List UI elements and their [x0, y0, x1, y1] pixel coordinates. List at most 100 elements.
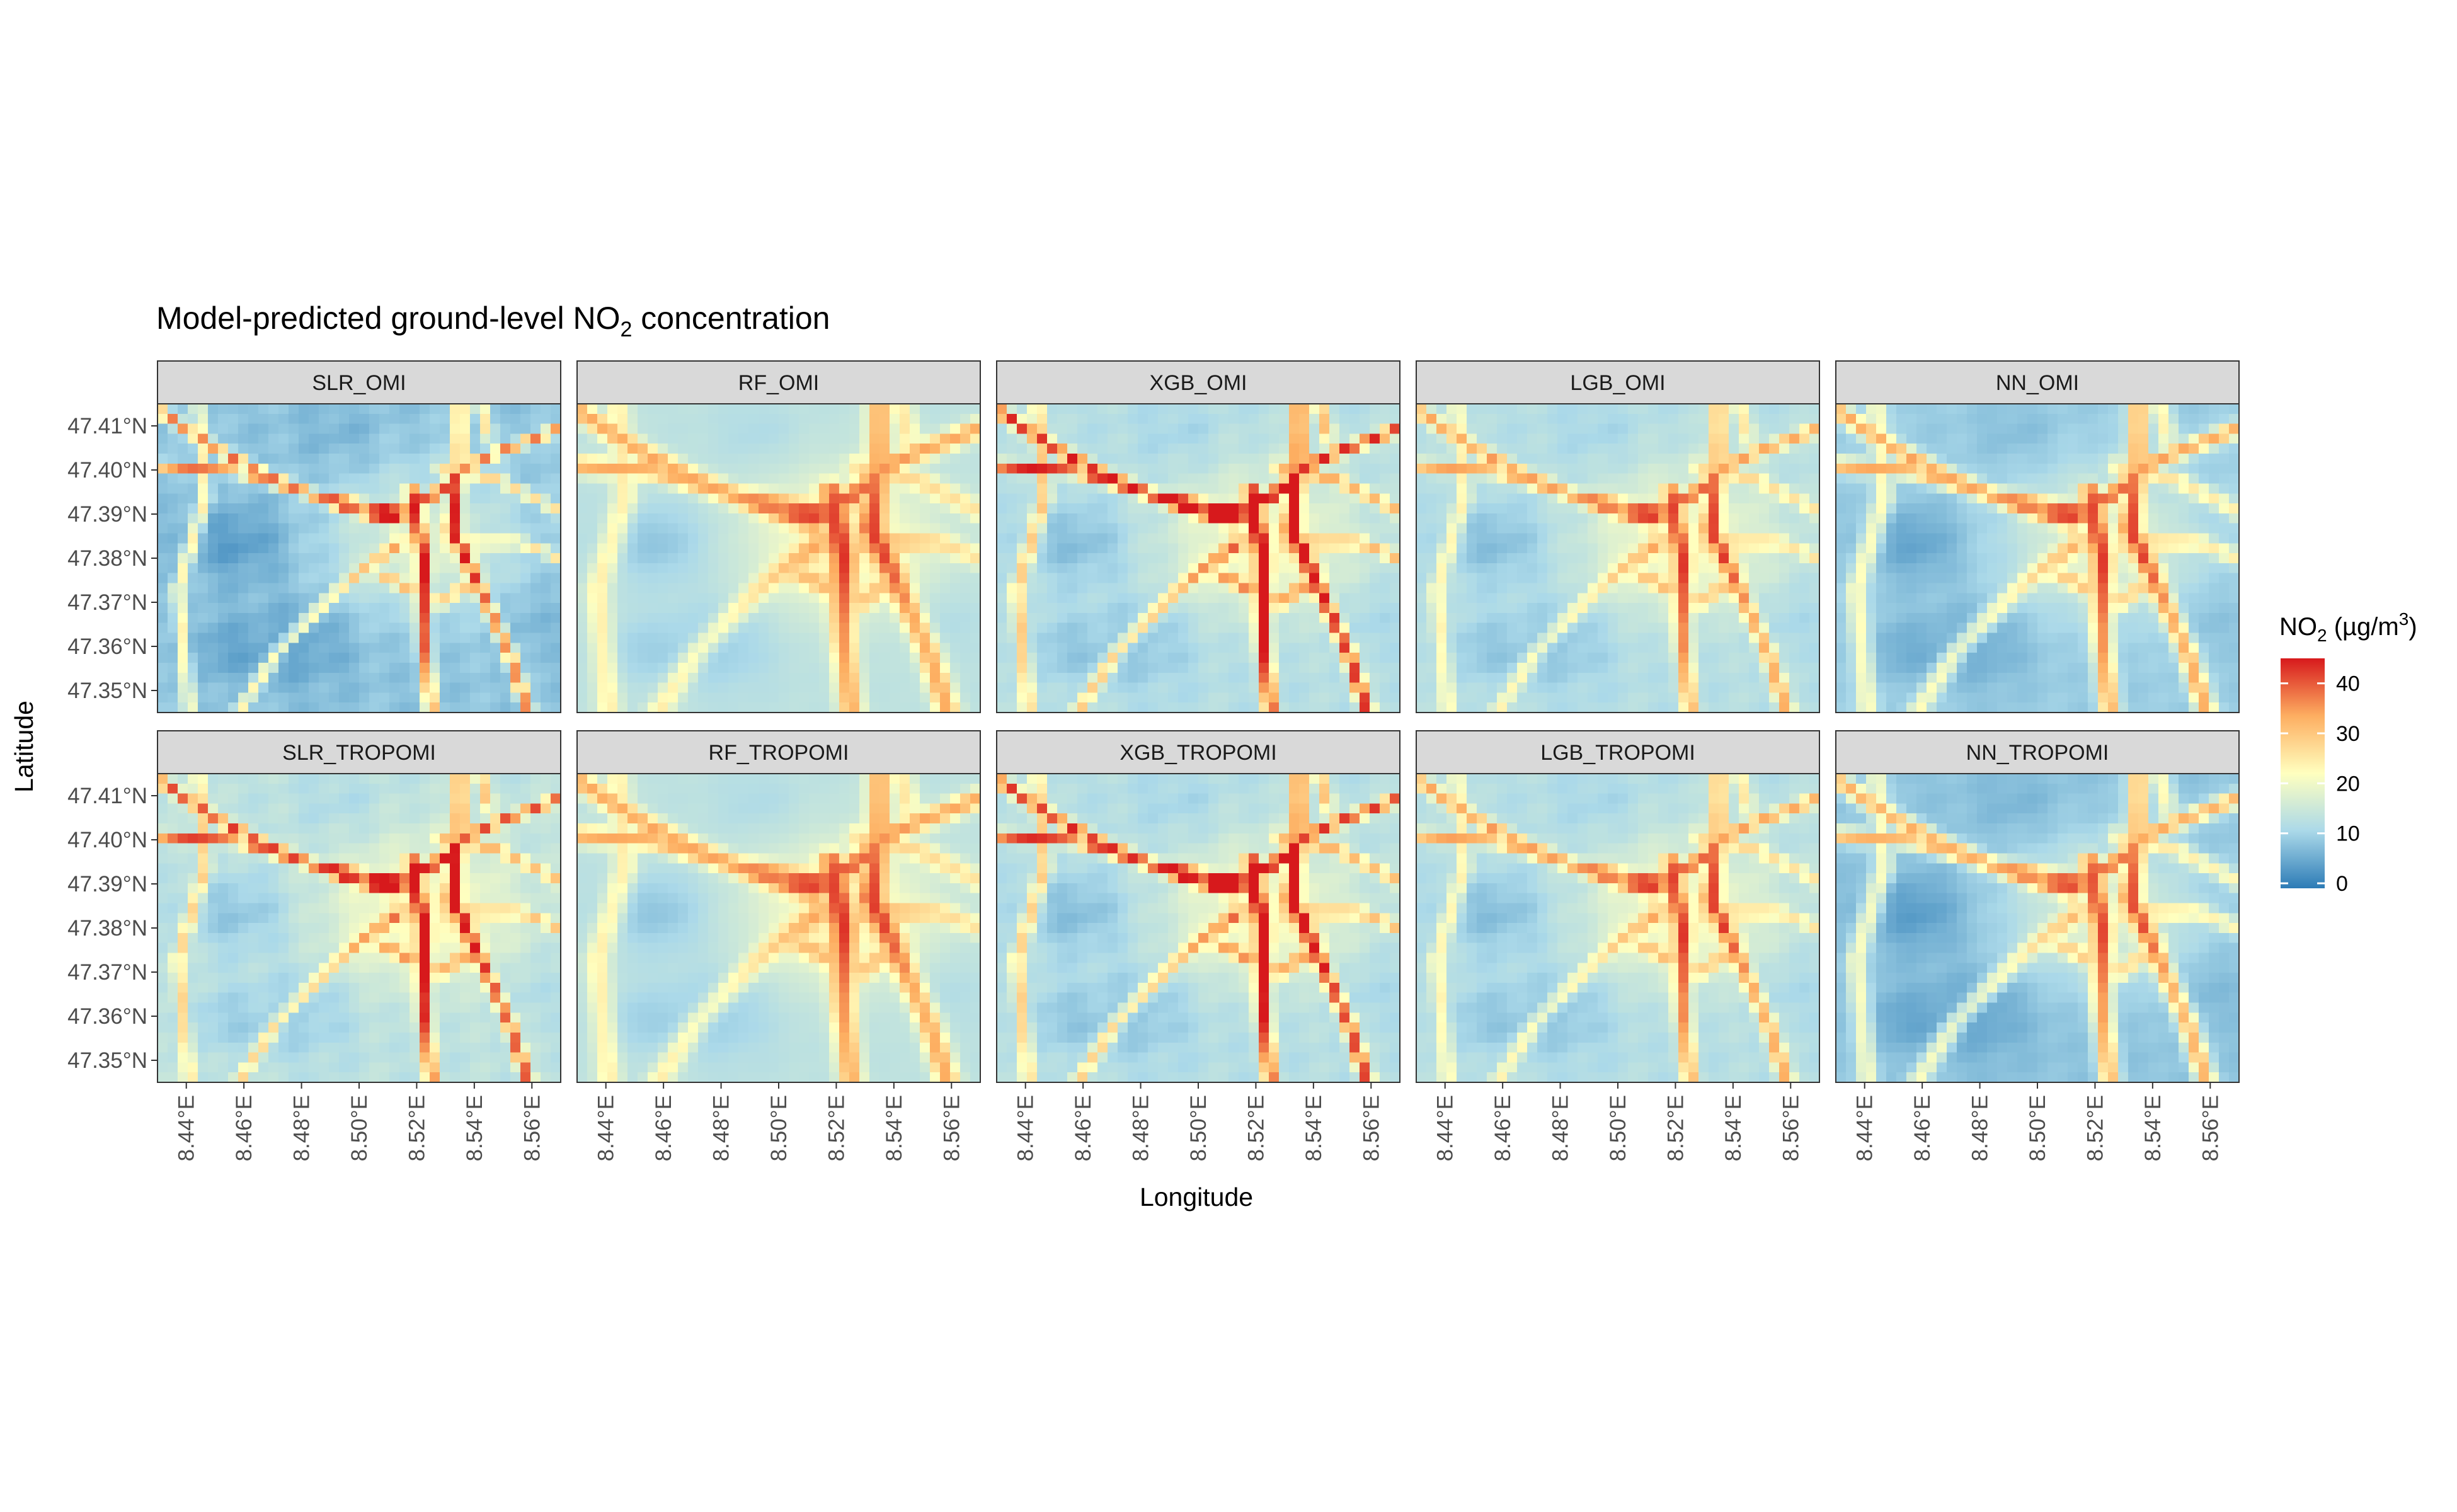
heatmap-cell — [1487, 503, 1498, 514]
heatmap-cell — [1527, 454, 1538, 464]
heatmap-cell — [158, 463, 168, 474]
heatmap-cell — [178, 672, 188, 684]
heatmap-cell — [1567, 612, 1578, 624]
heatmap-cell — [970, 444, 981, 454]
heatmap-cell — [1668, 643, 1679, 653]
heatmap-cell — [698, 612, 709, 624]
heatmap-cell — [1709, 603, 1719, 614]
heatmap-cell — [500, 593, 511, 604]
heatmap-cell — [1719, 423, 1729, 435]
heatmap-cell — [587, 603, 598, 614]
heatmap-cell — [1557, 463, 1568, 474]
heatmap-cell — [1588, 653, 1598, 663]
heatmap-cell — [769, 513, 779, 524]
heatmap-cell — [399, 473, 410, 484]
heatmap-cell — [1128, 543, 1138, 554]
heatmap-cell — [950, 662, 961, 673]
heatmap-cell — [1608, 643, 1618, 653]
heatmap-cell — [1360, 423, 1370, 435]
heatmap-cell — [1168, 583, 1179, 593]
heatmap-cell — [1618, 662, 1629, 673]
heatmap-cell — [748, 603, 759, 614]
heatmap-cell — [920, 404, 931, 415]
heatmap-cell — [198, 583, 209, 593]
heatmap-cell — [1789, 503, 1800, 514]
heatmap-cell — [718, 643, 729, 653]
heatmap-cell — [859, 593, 870, 604]
heatmap-cell — [1017, 563, 1028, 574]
heatmap-cell — [1416, 533, 1427, 544]
heatmap-cell — [1339, 672, 1350, 684]
heatmap-cell — [188, 682, 198, 693]
heatmap-cell — [769, 643, 779, 653]
heatmap-cell — [1309, 413, 1320, 425]
heatmap-cell — [1497, 553, 1508, 564]
heatmap-cell — [349, 513, 360, 524]
heatmap-cell — [541, 483, 551, 494]
heatmap-cell — [339, 603, 350, 614]
heatmap-cell — [809, 702, 820, 713]
heatmap-cell — [648, 593, 658, 604]
heatmap-cell — [678, 454, 689, 464]
heatmap-cell — [1537, 503, 1548, 514]
heatmap-cell — [1467, 463, 1477, 474]
heatmap-cell — [1138, 563, 1148, 574]
heatmap-cell — [1360, 653, 1370, 663]
facet-strip-label: XGB_OMI — [1150, 371, 1247, 395]
heatmap-cell — [869, 553, 880, 564]
heatmap-cell — [1168, 633, 1179, 643]
heatmap-cell — [1148, 513, 1159, 524]
facet-strip — [157, 360, 561, 404]
heatmap-cell — [648, 573, 658, 584]
heatmap-cell — [168, 463, 178, 474]
heatmap-cell — [607, 533, 618, 544]
heatmap-cell — [1218, 702, 1229, 713]
heatmap-cell — [1688, 672, 1699, 684]
heatmap-cell — [1769, 503, 1780, 514]
heatmap-cell — [1218, 603, 1229, 614]
heatmap-cell — [248, 473, 259, 484]
heatmap-cell — [1349, 433, 1360, 444]
heatmap-cell — [339, 483, 350, 494]
heatmap-cell — [1739, 583, 1750, 593]
heatmap-cell — [910, 702, 920, 713]
heatmap-cell — [1527, 573, 1538, 584]
heatmap-cell — [1289, 473, 1300, 484]
heatmap-cell — [1380, 523, 1390, 534]
heatmap-cell — [1547, 672, 1558, 684]
heatmap-cell — [158, 633, 168, 643]
heatmap-cell — [1436, 483, 1447, 494]
heatmap-cell — [1618, 702, 1629, 713]
heatmap-cell — [678, 662, 689, 673]
heatmap-cell — [668, 413, 679, 425]
heatmap-cell — [617, 692, 628, 703]
heatmap-cell — [839, 653, 850, 663]
heatmap-cell — [1467, 653, 1477, 663]
heatmap-cell — [1299, 413, 1310, 425]
heatmap-cell — [1678, 583, 1689, 593]
heatmap-cell — [1739, 662, 1750, 673]
heatmap-cell — [1128, 702, 1138, 713]
heatmap-cell — [970, 702, 981, 713]
heatmap-cell — [399, 543, 410, 554]
heatmap-cell — [638, 543, 648, 554]
heatmap-cell — [1487, 612, 1498, 624]
heatmap-cell — [1709, 483, 1719, 494]
heatmap-cell — [1188, 622, 1199, 634]
heatmap-cell — [1037, 433, 1048, 444]
heatmap-cell — [1218, 473, 1229, 484]
heatmap-cell — [1380, 543, 1390, 554]
heatmap-cell — [258, 603, 269, 614]
heatmap-cell — [1259, 513, 1269, 524]
heatmap-cell — [1719, 463, 1729, 474]
heatmap-cell — [399, 702, 410, 713]
heatmap-cell — [1118, 692, 1128, 703]
heatmap-cell — [359, 543, 370, 554]
heatmap-cell — [218, 433, 229, 444]
heatmap-cell — [970, 593, 981, 604]
heatmap-cell — [1598, 603, 1608, 614]
heatmap-cell — [1749, 503, 1760, 514]
heatmap-cell — [158, 413, 168, 425]
heatmap-cell — [1598, 463, 1608, 474]
heatmap-cell — [1108, 692, 1118, 703]
